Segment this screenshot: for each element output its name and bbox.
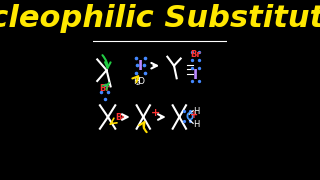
Text: H: H	[132, 77, 140, 86]
Text: +: +	[150, 108, 160, 118]
Text: O: O	[186, 112, 194, 122]
Text: H: H	[193, 120, 199, 129]
Text: Br: Br	[115, 113, 126, 122]
Text: I: I	[138, 59, 143, 73]
Text: +: +	[190, 110, 199, 120]
Text: H: H	[193, 107, 199, 116]
Text: Br: Br	[99, 84, 110, 93]
Text: 2: 2	[136, 80, 140, 86]
Text: Br: Br	[190, 50, 201, 59]
Text: Nucleophilic Substitution: Nucleophilic Substitution	[0, 4, 320, 33]
Text: I: I	[193, 68, 198, 82]
Text: O: O	[137, 77, 144, 86]
